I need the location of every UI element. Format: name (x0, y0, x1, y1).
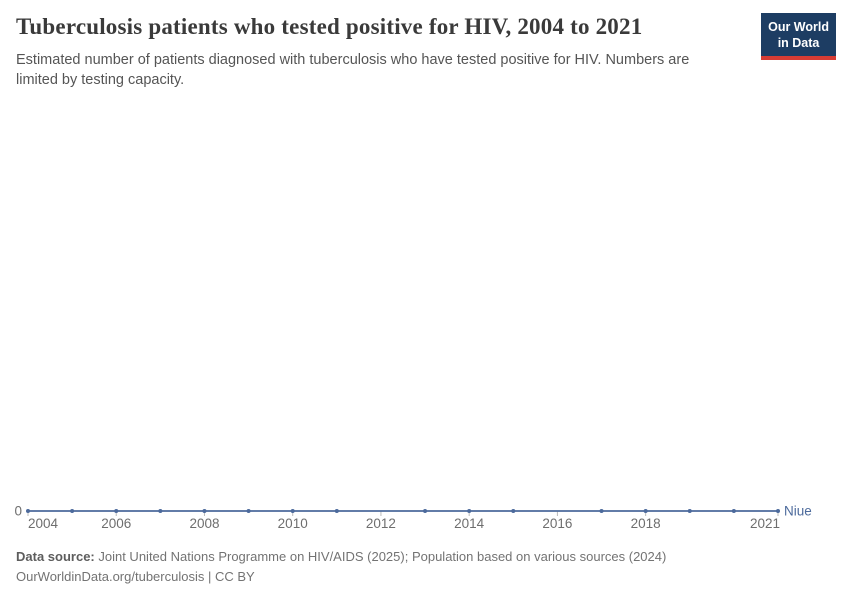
data-point[interactable] (731, 509, 736, 513)
y-axis-zero-label: 0 (14, 504, 22, 519)
footer-license-line: OurWorldinData.org/tuberculosis | CC BY (16, 567, 666, 587)
data-point[interactable] (511, 509, 516, 513)
footer-source-line: Data source: Joint United Nations Progra… (16, 547, 666, 567)
data-point[interactable] (26, 509, 30, 513)
chart-subtitle: Estimated number of patients diagnosed w… (16, 52, 690, 89)
footer-link[interactable]: OurWorldinData.org/tuberculosis (16, 569, 205, 584)
data-point[interactable] (114, 509, 119, 513)
data-point[interactable] (467, 509, 472, 513)
data-source-label: Data source: (16, 549, 95, 564)
data-point[interactable] (202, 509, 207, 513)
data-point[interactable] (687, 509, 692, 513)
x-tick-label: 2008 (189, 516, 219, 531)
owid-logo[interactable]: Our World in Data (761, 13, 836, 60)
data-source-text: Joint United Nations Programme on HIV/AI… (94, 549, 667, 564)
data-point[interactable] (423, 509, 428, 513)
x-tick-label: 2021 (750, 516, 780, 531)
chart-header: Tuberculosis patients who tested positiv… (16, 14, 716, 91)
data-point[interactable] (70, 509, 75, 513)
x-tick-label: 2014 (454, 516, 485, 531)
data-point[interactable] (643, 509, 648, 513)
footer-license: CC BY (214, 569, 255, 584)
x-tick-label: 2004 (28, 516, 59, 531)
data-point[interactable] (290, 509, 295, 513)
entity-label[interactable]: Niue (784, 504, 812, 519)
x-tick-label: 2016 (542, 516, 572, 531)
timeline-chart[interactable]: 2004 2006 2008 2010 2012 2014 2016 2018 2021 0 Niu… (0, 485, 850, 540)
data-point[interactable] (334, 509, 339, 513)
page-title: Tuberculosis patients who tested positiv… (16, 14, 643, 39)
data-point[interactable] (246, 509, 251, 513)
data-point[interactable] (776, 509, 780, 513)
data-point[interactable] (599, 509, 604, 513)
chart-footer: Data source: Joint United Nations Progra… (16, 547, 666, 587)
x-tick-label: 2018 (631, 516, 661, 531)
footer-separator: | (204, 569, 215, 584)
x-tick-label: 2006 (101, 516, 131, 531)
x-tick-label: 2012 (366, 516, 396, 531)
owid-logo-line1: Our World (768, 20, 829, 34)
data-point[interactable] (158, 509, 163, 513)
x-tick-label: 2010 (278, 516, 308, 531)
owid-logo-line2: in Data (777, 36, 820, 51)
